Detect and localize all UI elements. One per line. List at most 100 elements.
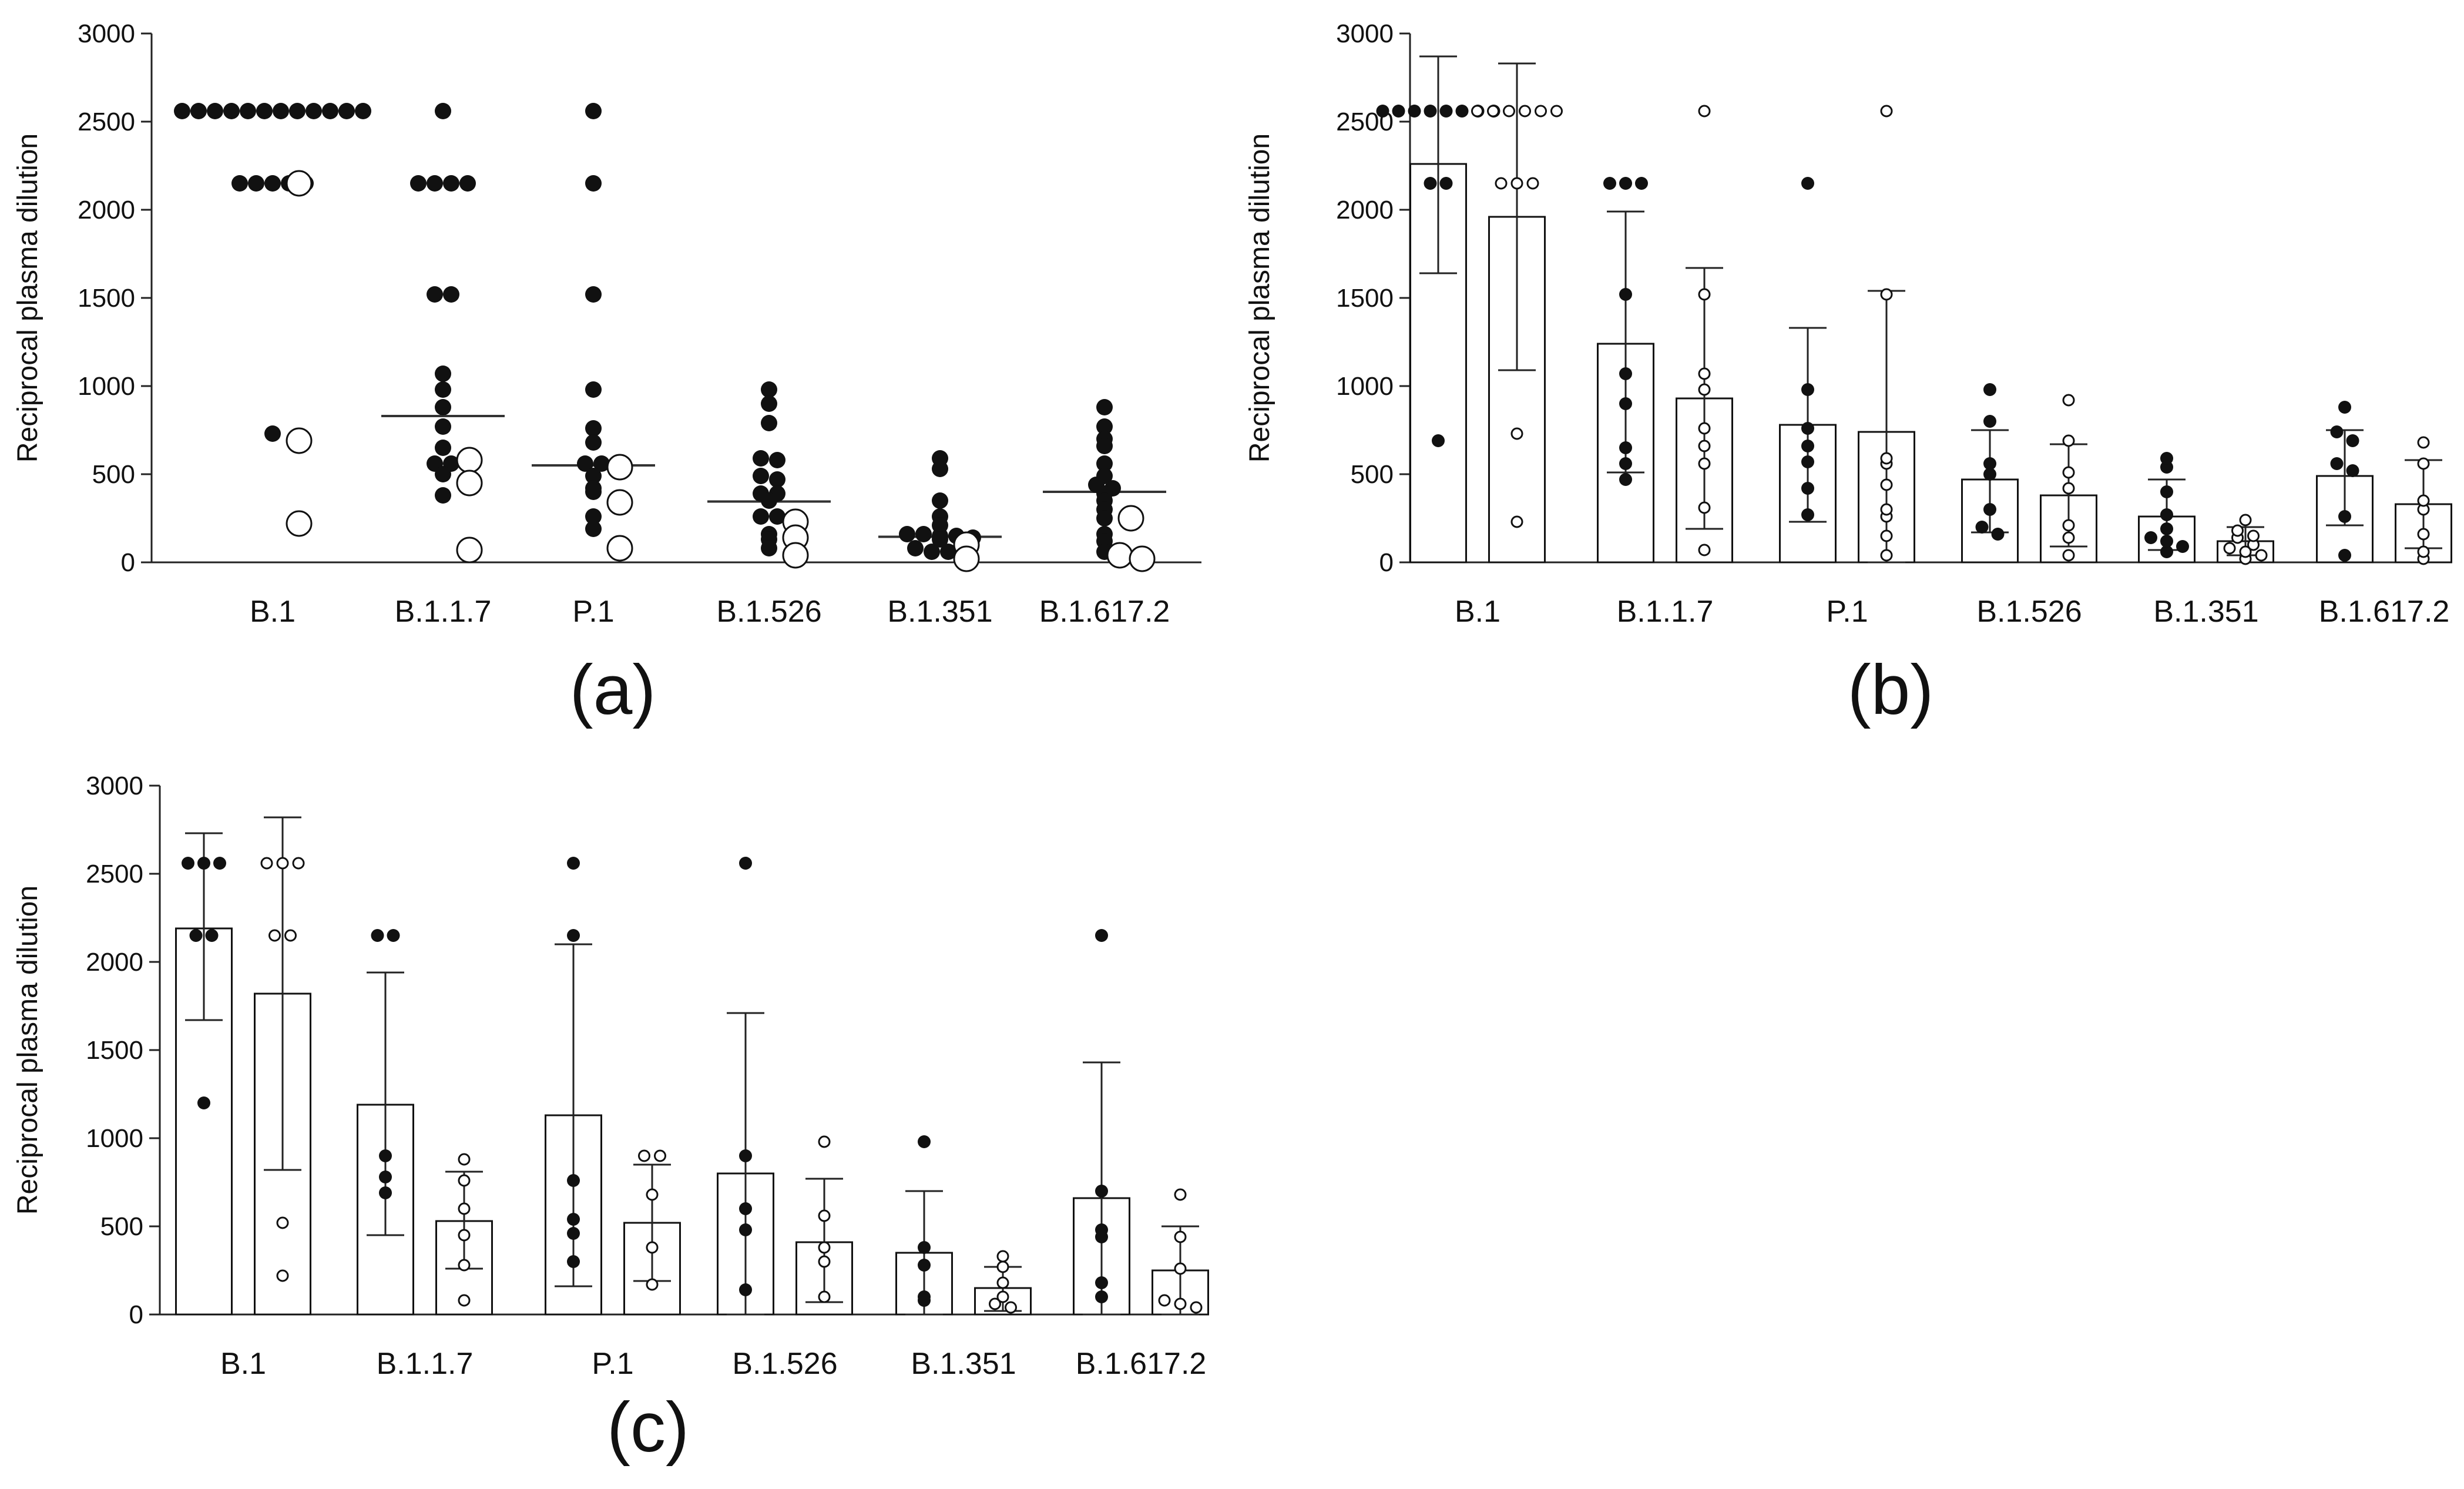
open-point-b-1-526 — [2062, 549, 2075, 562]
filled-point-b-1-1-7 — [387, 929, 400, 942]
open-point-b-1-351 — [996, 1250, 1009, 1263]
filled-point-b-1-351 — [918, 1135, 931, 1148]
y-tick-label: 500 — [92, 460, 135, 489]
x-category-label-b-1: B.1 — [250, 595, 296, 629]
filled-point-b-1-351 — [915, 526, 932, 542]
filled-point-b-1 — [273, 103, 289, 119]
filled-point-b-1-1-7 — [459, 175, 476, 192]
filled-point-p-1 — [585, 508, 602, 525]
filled-point-b-1 — [197, 857, 210, 870]
open-point-b-1-351 — [2247, 529, 2260, 542]
y-tick-label: 2000 — [78, 196, 135, 224]
filled-point-b-1-1-7 — [443, 175, 459, 192]
filled-point-b-1 — [355, 103, 371, 119]
y-tick-label: 1000 — [1336, 372, 1394, 401]
x-category-label-b-1-1-7: B.1.1.7 — [377, 1347, 474, 1381]
filled-point-b-1-1-7 — [1619, 288, 1632, 301]
open-point-b-1 — [292, 857, 305, 870]
filled-point-p-1 — [585, 468, 602, 484]
open-point-b-1-526 — [2062, 394, 2075, 407]
filled-point-b-1-1-7 — [435, 399, 451, 415]
filled-point-b-1-1-7 — [435, 365, 451, 382]
open-point-b-1-526 — [818, 1255, 831, 1268]
filled-point-b-1-1-7 — [379, 1186, 392, 1199]
open-point-p-1 — [606, 489, 633, 516]
open-point-b-1 — [286, 510, 313, 537]
open-point-b-1 — [1487, 105, 1499, 118]
y-tick-label: 500 — [1351, 460, 1394, 489]
filled-point-b-1-1-7 — [1619, 397, 1632, 410]
open-point-b-1-351 — [2239, 514, 2252, 526]
open-point-b-1 — [1510, 515, 1523, 528]
filled-point-b-1 — [264, 425, 281, 442]
open-point-b-1 — [286, 170, 313, 197]
open-point-b-1 — [276, 857, 289, 870]
filled-point-p-1 — [585, 420, 602, 437]
open-point-p-1 — [638, 1149, 650, 1162]
filled-point-b-1 — [223, 103, 240, 119]
filled-point-p-1 — [585, 381, 602, 398]
open-point-b-1-617-2 — [1106, 542, 1133, 569]
open-point-b-1 — [276, 1269, 289, 1282]
open-point-b-1-617-2 — [1129, 545, 1156, 572]
filled-point-p-1 — [567, 1227, 580, 1240]
open-point-b-1 — [1471, 105, 1483, 118]
y-tick-label: 3000 — [1336, 19, 1394, 48]
open-point-b-1-617-2 — [2417, 494, 2430, 507]
filled-point-p-1 — [567, 1174, 580, 1187]
x-category-label-b-1-617-2: B.1.617.2 — [1039, 595, 1170, 629]
open-point-b-1-1-7 — [458, 1174, 471, 1187]
filled-point-b-1-1-7 — [435, 487, 451, 504]
x-category-label-b-1-1-7: B.1.1.7 — [1617, 595, 1714, 629]
filled-point-b-1 — [197, 1096, 210, 1109]
open-point-b-1-1-7 — [1698, 288, 1711, 301]
filled-point-b-1-526 — [1983, 415, 1996, 428]
filled-point-b-1-617-2 — [1096, 418, 1113, 435]
filled-point-b-1-617-2 — [2330, 457, 2344, 470]
filled-point-b-1-351 — [2144, 531, 2157, 544]
open-point-b-1-1-7 — [456, 536, 483, 564]
y-tick-label: 2000 — [86, 948, 143, 977]
filled-point-b-1 — [289, 103, 306, 119]
open-point-b-1-617-2 — [2417, 457, 2430, 470]
open-point-b-1 — [1535, 105, 1547, 118]
x-category-label-p-1: P.1 — [592, 1347, 633, 1381]
x-category-label-b-1-351: B.1.351 — [911, 1347, 1016, 1381]
open-point-b-1-617-2 — [2417, 545, 2430, 558]
panel-c-bar-chart: 0 500 1000 1500 2000 2500 3000 Reciprocal plasm… — [12, 772, 1209, 1467]
x-category-label-p-1: P.1 — [1826, 595, 1868, 629]
x-category-label-b-1-526: B.1.526 — [732, 1347, 837, 1381]
x-category-label-b-1-617-2: B.1.617.2 — [2319, 595, 2450, 629]
open-point-b-1-1-7 — [1698, 440, 1711, 452]
filled-point-b-1-1-7 — [435, 440, 451, 456]
filled-point-p-1 — [585, 521, 602, 537]
y-tick-label: 500 — [100, 1212, 143, 1241]
open-point-b-1 — [268, 929, 281, 942]
filled-point-b-1-617-2 — [2346, 464, 2359, 477]
filled-point-b-1-351 — [918, 1259, 931, 1272]
filled-point-b-1-351 — [940, 544, 956, 560]
y-tick-label: 2000 — [1336, 196, 1394, 224]
filled-point-b-1-526 — [761, 415, 777, 431]
open-point-p-1 — [646, 1278, 659, 1291]
filled-point-b-1-526 — [1983, 468, 1996, 481]
filled-point-b-1-351 — [2160, 508, 2173, 521]
open-point-b-1-617-2 — [2417, 528, 2430, 541]
filled-point-b-1-1-7 — [379, 1149, 392, 1162]
open-point-b-1-617-2 — [1174, 1262, 1187, 1275]
filled-point-b-1-1-7 — [1619, 441, 1632, 454]
y-tick-label: 2500 — [86, 860, 143, 888]
y-tick-label: 1000 — [78, 372, 135, 401]
x-category-label-b-1-526: B.1.526 — [1976, 595, 2082, 629]
open-point-b-1-1-7 — [458, 1229, 471, 1242]
filled-point-b-1 — [213, 857, 226, 870]
filled-point-b-1-1-7 — [379, 1171, 392, 1183]
filled-point-b-1 — [174, 103, 190, 119]
open-point-b-1 — [286, 427, 313, 454]
filled-point-b-1 — [1439, 105, 1453, 118]
open-point-b-1-526 — [2062, 466, 2075, 479]
filled-point-p-1 — [585, 434, 602, 451]
filled-point-b-1 — [248, 175, 264, 192]
filled-point-b-1-351 — [2160, 535, 2173, 548]
